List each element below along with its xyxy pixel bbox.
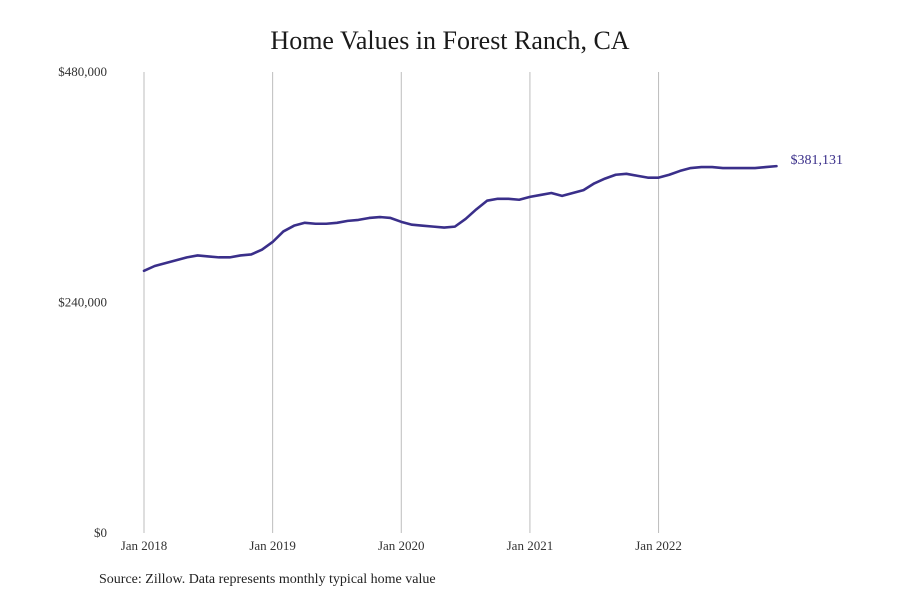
x-tick-label: Jan 2021: [507, 538, 554, 553]
end-value-label: $381,131: [790, 153, 843, 168]
series-line: [142, 164, 778, 273]
x-tick-label: Jan 2020: [378, 538, 425, 553]
chart-title: Home Values in Forest Ranch, CA: [270, 26, 630, 55]
x-tick-label: Jan 2018: [121, 538, 168, 553]
x-axis-ticks: Jan 2018 Jan 2019 Jan 2020 Jan 2021 Jan 2022: [121, 538, 682, 553]
y-axis-ticks: $0 $240,000 $480,000: [58, 64, 107, 540]
end-label-layer: $381,131: [790, 153, 843, 168]
series-layer: [142, 164, 778, 273]
y-tick-label: $0: [94, 525, 107, 540]
y-tick-label: $480,000: [58, 64, 107, 79]
y-tick-label: $240,000: [58, 295, 107, 310]
x-tick-label: Jan 2019: [249, 538, 296, 553]
x-tick-label: Jan 2022: [635, 538, 682, 553]
source-note: Source: Zillow. Data represents monthly …: [99, 572, 436, 587]
gridlines: [143, 72, 660, 533]
